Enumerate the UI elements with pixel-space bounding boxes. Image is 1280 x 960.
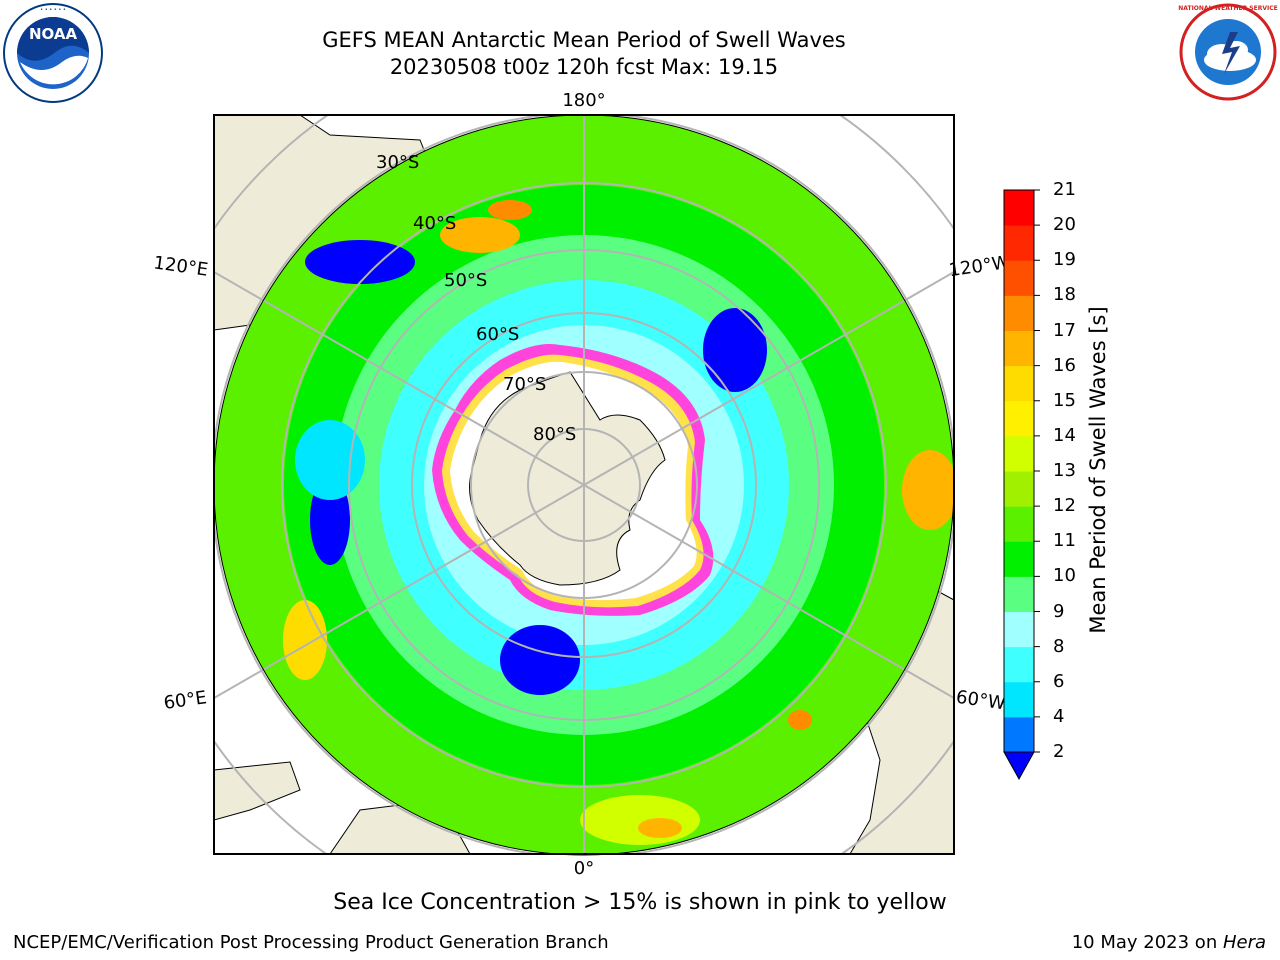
- noaa-logo: NOAA • • • • • •: [2, 2, 104, 108]
- colorbar-segment: [1004, 541, 1034, 577]
- lat-label: 40°S: [413, 213, 456, 234]
- swell-high-patch: [283, 600, 327, 680]
- chart-title: GEFS MEAN Antarctic Mean Period of Swell…: [322, 28, 846, 52]
- colorbar-extend-arrow: [1003, 751, 1035, 781]
- swell-high-patch: [638, 818, 682, 838]
- colorbar-segment: [1004, 225, 1034, 261]
- swell-high-patch: [440, 217, 520, 253]
- footer-producer: NCEP/EMC/Verification Post Processing Pr…: [13, 932, 609, 953]
- swell-low-patch: [703, 308, 767, 392]
- colorbar-tick-label: 6: [1053, 670, 1065, 692]
- colorbar-tick-label: 8: [1053, 635, 1065, 657]
- colorbar-tick-label: 20: [1053, 214, 1076, 236]
- colorbar-segment: [1004, 471, 1034, 507]
- lon-label-top: 180°: [562, 90, 605, 111]
- footer-host: Hera: [1222, 932, 1266, 953]
- colorbar-tick-label: 14: [1053, 424, 1076, 446]
- colorbar: [1003, 189, 1040, 781]
- footer-date-text: 10 May 2023 on: [1071, 932, 1223, 953]
- chart-subtitle: 20230508 t00z 120h fcst Max: 19.15: [389, 55, 779, 79]
- colorbar-segment: [1004, 716, 1034, 753]
- lat-label: 30°S: [376, 152, 419, 173]
- swell-high-patch: [902, 450, 954, 530]
- footer-date: 10 May 2023 on Hera: [1072, 932, 1266, 953]
- colorbar-segment: [1004, 611, 1034, 648]
- colorbar-tick-label: 15: [1053, 389, 1076, 411]
- colorbar-tick-label: 21: [1053, 179, 1076, 200]
- colorbar-segment: [1004, 576, 1034, 612]
- colorbar-segment: [1004, 681, 1034, 718]
- colorbar-segment: [1004, 260, 1034, 296]
- swell-high-patch: [788, 710, 812, 730]
- lat-labels: 30°S 40°S 50°S 60°S 70°S 80°S: [376, 152, 576, 445]
- colorbar-segment: [1004, 435, 1034, 472]
- antarctica-layer: [432, 344, 714, 616]
- noaa-logo-text: NOAA: [29, 25, 78, 43]
- colorbar-tick-label: 4: [1053, 705, 1065, 727]
- lat-label: 60°S: [476, 324, 519, 345]
- lat-label: 80°S: [533, 424, 576, 445]
- lon-label-left-upper: 120°E: [152, 252, 209, 280]
- nws-logo: NATIONAL WEATHER SERVICE: [1178, 2, 1278, 106]
- colorbar-segment: [1004, 330, 1034, 367]
- colorbar-tick-label: 13: [1053, 460, 1076, 481]
- map-frame-border: [213, 114, 955, 855]
- colorbar-segment: [1004, 295, 1034, 331]
- colorbar-tick-label: 9: [1053, 600, 1065, 622]
- swell-low-patch: [305, 240, 415, 284]
- colorbar-segment: [1004, 646, 1034, 683]
- nws-logo-text: NATIONAL WEATHER SERVICE: [1178, 5, 1277, 12]
- colorbar-tick-label: 19: [1053, 249, 1076, 271]
- swell-high-patch: [488, 200, 532, 220]
- swell-high-patch: [580, 795, 700, 845]
- colorbar-segment: [1004, 365, 1034, 402]
- swell-low-patch: [500, 625, 580, 695]
- colorbar-label: Mean Period of Swell Waves [s]: [1086, 306, 1110, 634]
- colorbar-segment: [1004, 190, 1034, 226]
- lat-label: 50°S: [444, 270, 487, 291]
- colorbar-tick-label: 2: [1053, 741, 1065, 762]
- colorbar-segment: [1004, 506, 1034, 542]
- lon-label-bottom: 0°: [574, 858, 594, 879]
- lat-label: 70°S: [503, 374, 546, 395]
- colorbar-tick-label: 17: [1053, 319, 1076, 341]
- colorbar-tick-label: 12: [1053, 495, 1076, 517]
- colorbar-tick-label: 11: [1053, 530, 1076, 552]
- svg-text:• • • • • •: • • • • • •: [40, 7, 66, 13]
- colorbar-tick-label: 10: [1053, 565, 1076, 587]
- graticule: [214, 115, 954, 854]
- colorbar-segment: [1004, 400, 1034, 437]
- lon-label-right-lower: 60°W: [955, 687, 1007, 715]
- lon-label-left-lower: 60°E: [162, 687, 208, 714]
- lon-label-right-upper: 120°W: [947, 252, 1011, 281]
- sea-ice-caption: Sea Ice Concentration > 15% is shown in …: [333, 890, 947, 915]
- colorbar-tick-label: 16: [1053, 354, 1076, 376]
- lon-labels: 180° 0° 120°E 120°W 60°E 60°W: [152, 90, 1011, 879]
- colorbar-tick-label: 18: [1053, 284, 1076, 306]
